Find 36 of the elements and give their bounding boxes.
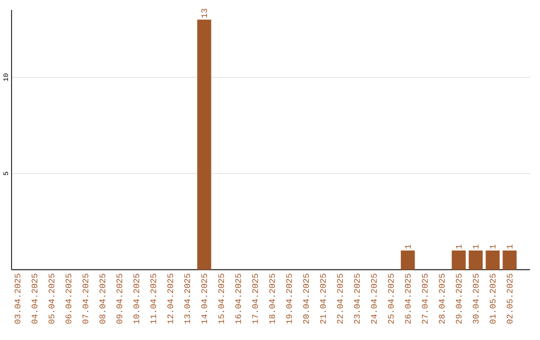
data-label: 1 (490, 244, 496, 249)
x-tick-label: 15.04.2025 (218, 274, 224, 324)
x-tick-label: 20.04.2025 (303, 274, 309, 324)
x-tick-label: 24.04.2025 (371, 274, 377, 324)
x-tick-label: 14.04.2025 (201, 274, 208, 324)
x-tick-label: 05.04.2025 (48, 274, 54, 324)
x-tick-label: 02.05.2025 (506, 274, 513, 324)
x-tick-label: 08.04.2025 (100, 274, 106, 324)
x-tick-label: 22.04.2025 (337, 274, 343, 324)
x-tick-label: 16.04.2025 (235, 274, 242, 324)
data-label: 1 (506, 244, 512, 249)
x-tick-label: 13.04.2025 (184, 274, 190, 324)
x-tick-label: 23.04.2025 (354, 274, 360, 324)
x-tick-label: 04.04.2025 (32, 274, 38, 324)
data-label: 1 (456, 244, 462, 249)
data-label: 1 (472, 244, 479, 249)
x-tick-label: 09.04.2025 (116, 274, 122, 324)
x-tick-label: 28.04.2025 (438, 274, 445, 324)
x-tick-label: 06.04.2025 (66, 274, 72, 324)
x-tick-label: 18.04.2025 (269, 274, 275, 324)
x-tick-label: 21.04.2025 (320, 274, 326, 324)
x-tick-label: 30.04.2025 (472, 274, 479, 324)
x-tick-label: 01.05.2025 (490, 274, 496, 324)
x-tick-label: 26.04.2025 (404, 274, 411, 324)
data-label: 13 (201, 8, 208, 18)
x-tick-label: 07.04.2025 (82, 274, 88, 324)
x-tick-label: 25.04.2025 (388, 274, 394, 324)
x-tick-label: 17.04.2025 (252, 274, 258, 324)
x-tick-label: 03.04.2025 (14, 274, 20, 324)
data-label: 1 (405, 244, 411, 249)
x-tick-label: 11.04.2025 (150, 274, 156, 324)
x-tick-label: 19.04.2025 (286, 274, 292, 324)
x-tick-label: 10.04.2025 (133, 274, 140, 324)
x-tick-label: 12.04.2025 (167, 274, 174, 324)
x-tick-label: 27.04.2025 (422, 274, 428, 324)
x-tick-label: 29.04.2025 (456, 274, 462, 324)
